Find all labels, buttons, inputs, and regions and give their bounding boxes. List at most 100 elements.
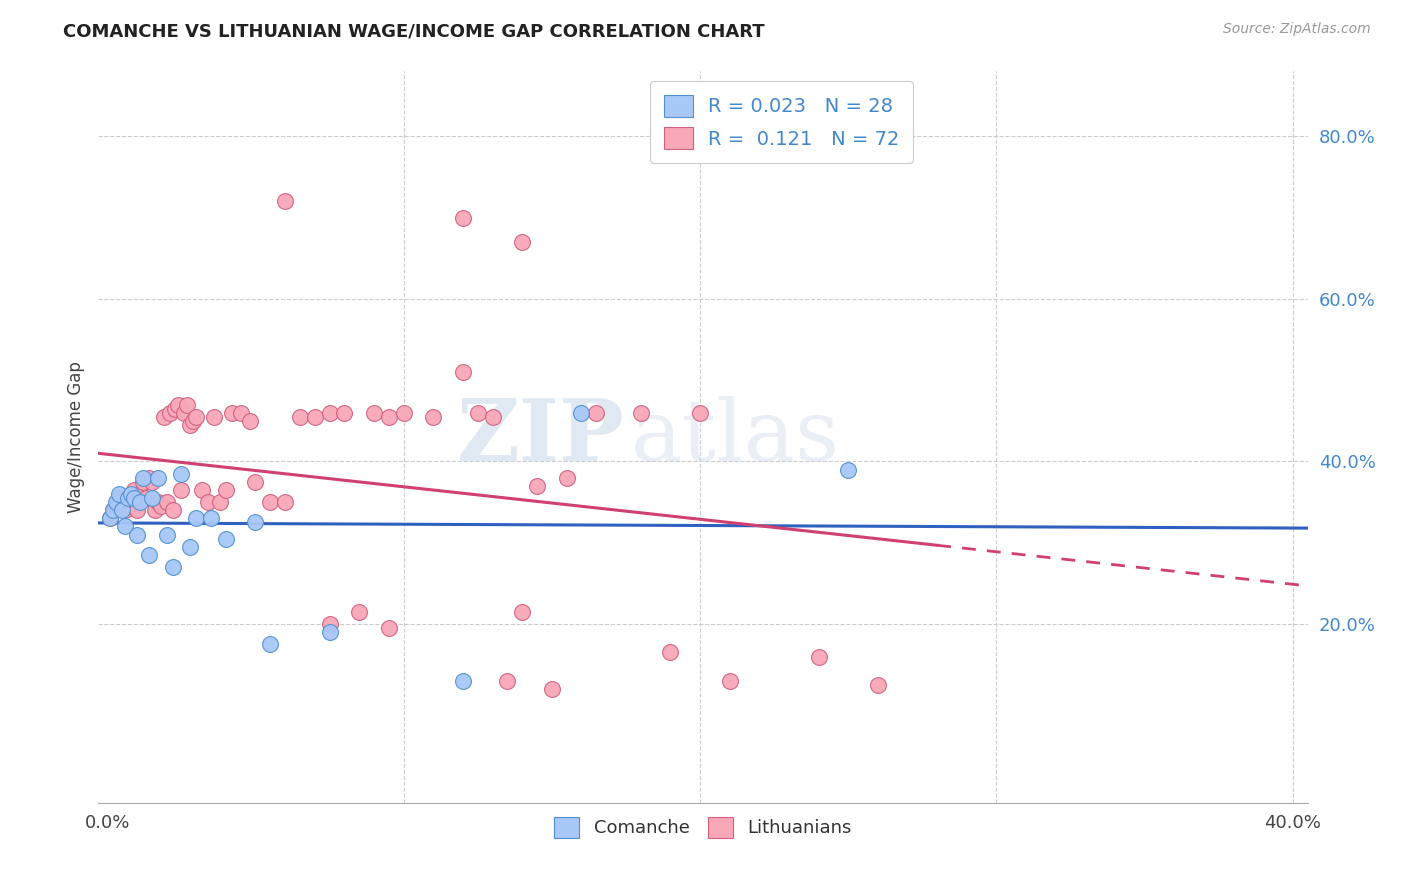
Point <box>318 617 340 632</box>
Point <box>108 491 131 505</box>
Point <box>288 409 311 424</box>
Legend: Comanche, Lithuanians: Comanche, Lithuanians <box>547 810 859 845</box>
Point <box>155 495 177 509</box>
Point <box>114 491 136 505</box>
Point <box>200 511 222 525</box>
Point <box>114 503 136 517</box>
Point <box>555 471 578 485</box>
Point <box>146 495 169 509</box>
Point <box>807 649 830 664</box>
Point <box>129 495 152 509</box>
Point <box>170 467 193 481</box>
Point <box>585 406 607 420</box>
Point <box>122 491 145 505</box>
Point <box>347 605 370 619</box>
Point <box>132 475 155 489</box>
Point <box>318 625 340 640</box>
Point <box>186 409 208 424</box>
Point <box>229 406 252 420</box>
Point <box>141 491 163 505</box>
Point <box>510 605 533 619</box>
Point <box>526 479 548 493</box>
Point <box>392 406 415 420</box>
Point <box>181 414 204 428</box>
Point <box>259 637 281 651</box>
Point <box>245 516 267 530</box>
Point <box>179 417 201 432</box>
Point <box>451 211 474 225</box>
Point <box>496 673 519 688</box>
Point <box>239 414 262 428</box>
Point <box>141 475 163 489</box>
Point <box>132 471 155 485</box>
Point <box>149 499 172 513</box>
Point <box>103 503 125 517</box>
Point <box>215 532 238 546</box>
Point <box>451 673 474 688</box>
Point <box>659 645 682 659</box>
Point <box>105 499 128 513</box>
Point <box>162 503 184 517</box>
Point <box>122 483 145 497</box>
Point <box>162 560 184 574</box>
Point <box>221 406 243 420</box>
Point <box>467 406 489 420</box>
Point <box>191 483 214 497</box>
Point <box>135 491 157 505</box>
Point <box>125 491 148 505</box>
Point <box>378 621 401 635</box>
Point <box>98 511 121 525</box>
Point <box>571 406 593 420</box>
Point <box>98 511 121 525</box>
Point <box>111 495 134 509</box>
Point <box>304 409 326 424</box>
Text: COMANCHE VS LITHUANIAN WAGE/INCOME GAP CORRELATION CHART: COMANCHE VS LITHUANIAN WAGE/INCOME GAP C… <box>63 22 765 40</box>
Point <box>129 487 152 501</box>
Point <box>170 483 193 497</box>
Point <box>378 409 401 424</box>
Point <box>152 409 174 424</box>
Point <box>510 235 533 249</box>
Point <box>215 483 238 497</box>
Y-axis label: Wage/Income Gap: Wage/Income Gap <box>66 361 84 513</box>
Point <box>117 491 139 505</box>
Point <box>108 487 131 501</box>
Point <box>138 548 160 562</box>
Point <box>143 503 166 517</box>
Point <box>451 365 474 379</box>
Point <box>202 409 225 424</box>
Point <box>363 406 385 420</box>
Point <box>105 495 128 509</box>
Point <box>422 409 444 424</box>
Point <box>120 487 142 501</box>
Point <box>866 678 889 692</box>
Text: atlas: atlas <box>630 395 839 479</box>
Point <box>167 398 190 412</box>
Point <box>318 406 340 420</box>
Point <box>138 471 160 485</box>
Point <box>176 398 198 412</box>
Point <box>630 406 652 420</box>
Text: Source: ZipAtlas.com: Source: ZipAtlas.com <box>1223 22 1371 37</box>
Point <box>125 527 148 541</box>
Point <box>274 194 297 209</box>
Point <box>333 406 356 420</box>
Point <box>103 503 125 517</box>
Point <box>179 540 201 554</box>
Point <box>173 406 195 420</box>
Point <box>481 409 503 424</box>
Point <box>837 462 859 476</box>
Point <box>208 495 231 509</box>
Point <box>155 527 177 541</box>
Point <box>718 673 741 688</box>
Point <box>125 503 148 517</box>
Point <box>197 495 219 509</box>
Point <box>186 511 208 525</box>
Text: ZIP: ZIP <box>457 395 624 479</box>
Point <box>689 406 711 420</box>
Point <box>259 495 281 509</box>
Point <box>117 499 139 513</box>
Point <box>165 401 187 416</box>
Point <box>111 503 134 517</box>
Point <box>146 471 169 485</box>
